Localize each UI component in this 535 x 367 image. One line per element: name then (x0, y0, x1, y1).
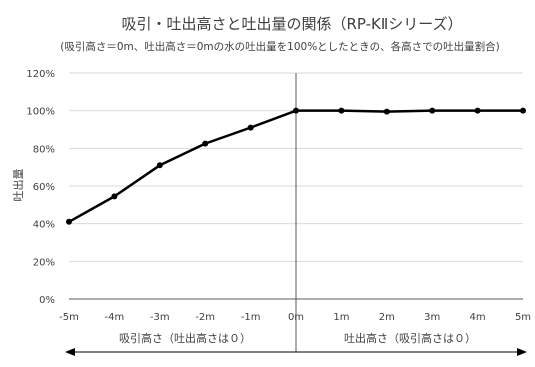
data-point (338, 107, 345, 114)
x-tick-label: 2m (379, 312, 395, 323)
data-point (156, 162, 163, 169)
axes (69, 73, 523, 352)
x-tick-label: -1m (241, 312, 261, 323)
data-point (383, 108, 390, 115)
region-arrow-right-head (517, 348, 527, 356)
y-axis-label: 吐出量 (11, 169, 25, 202)
y-tick-label: 40% (33, 220, 55, 231)
chart-title: 吸引・吐出高さと吐出量の関係（RP-KⅡシリーズ） (121, 15, 462, 33)
region-label-left: 吸引高さ（吐出高さは０） (119, 331, 251, 345)
data-point (247, 124, 254, 131)
y-tick-label: 120% (26, 69, 55, 80)
x-tick-label: 5m (515, 312, 531, 323)
region-label-right: 吐出高さ（吸引高さは０） (344, 331, 476, 345)
x-tick-label: -2m (195, 312, 215, 323)
x-tick-label: 4m (470, 312, 486, 323)
y-tick-labels: 0% 20% 40% 60% 80% 100% 120% (26, 69, 55, 306)
x-tick-label: -5m (59, 312, 79, 323)
x-tick-label: -4m (105, 312, 125, 323)
y-tick-label: 80% (33, 144, 55, 155)
x-tick-label: 3m (424, 312, 440, 323)
y-tick-label: 60% (33, 182, 55, 193)
region-arrow-left-head (65, 348, 75, 356)
data-point (111, 193, 118, 200)
chart-subtitle: (吸引高さ＝0m、吐出高さ＝0mの水の吐出量を100%としたときの、各高さでの吐… (60, 40, 500, 53)
data-point (520, 107, 526, 114)
data-point (66, 218, 72, 225)
data-point (429, 107, 436, 114)
x-tick-label: 1m (333, 312, 349, 323)
data-point (202, 140, 209, 147)
x-tick-label: 0m (288, 312, 304, 323)
y-tick-label: 20% (33, 257, 55, 268)
data-point (474, 107, 481, 114)
x-tick-labels: -5m -4m -3m -2m -1m 0m 1m 2m 3m 4m 5m (59, 312, 531, 323)
x-tick-label: -3m (150, 312, 170, 323)
region-annotations: 吸引高さ（吐出高さは０） 吐出高さ（吸引高さは０） (65, 331, 527, 356)
y-tick-label: 100% (26, 107, 55, 118)
series-layer (66, 107, 526, 225)
y-tick-label: 0% (39, 295, 55, 306)
data-point (293, 107, 299, 114)
